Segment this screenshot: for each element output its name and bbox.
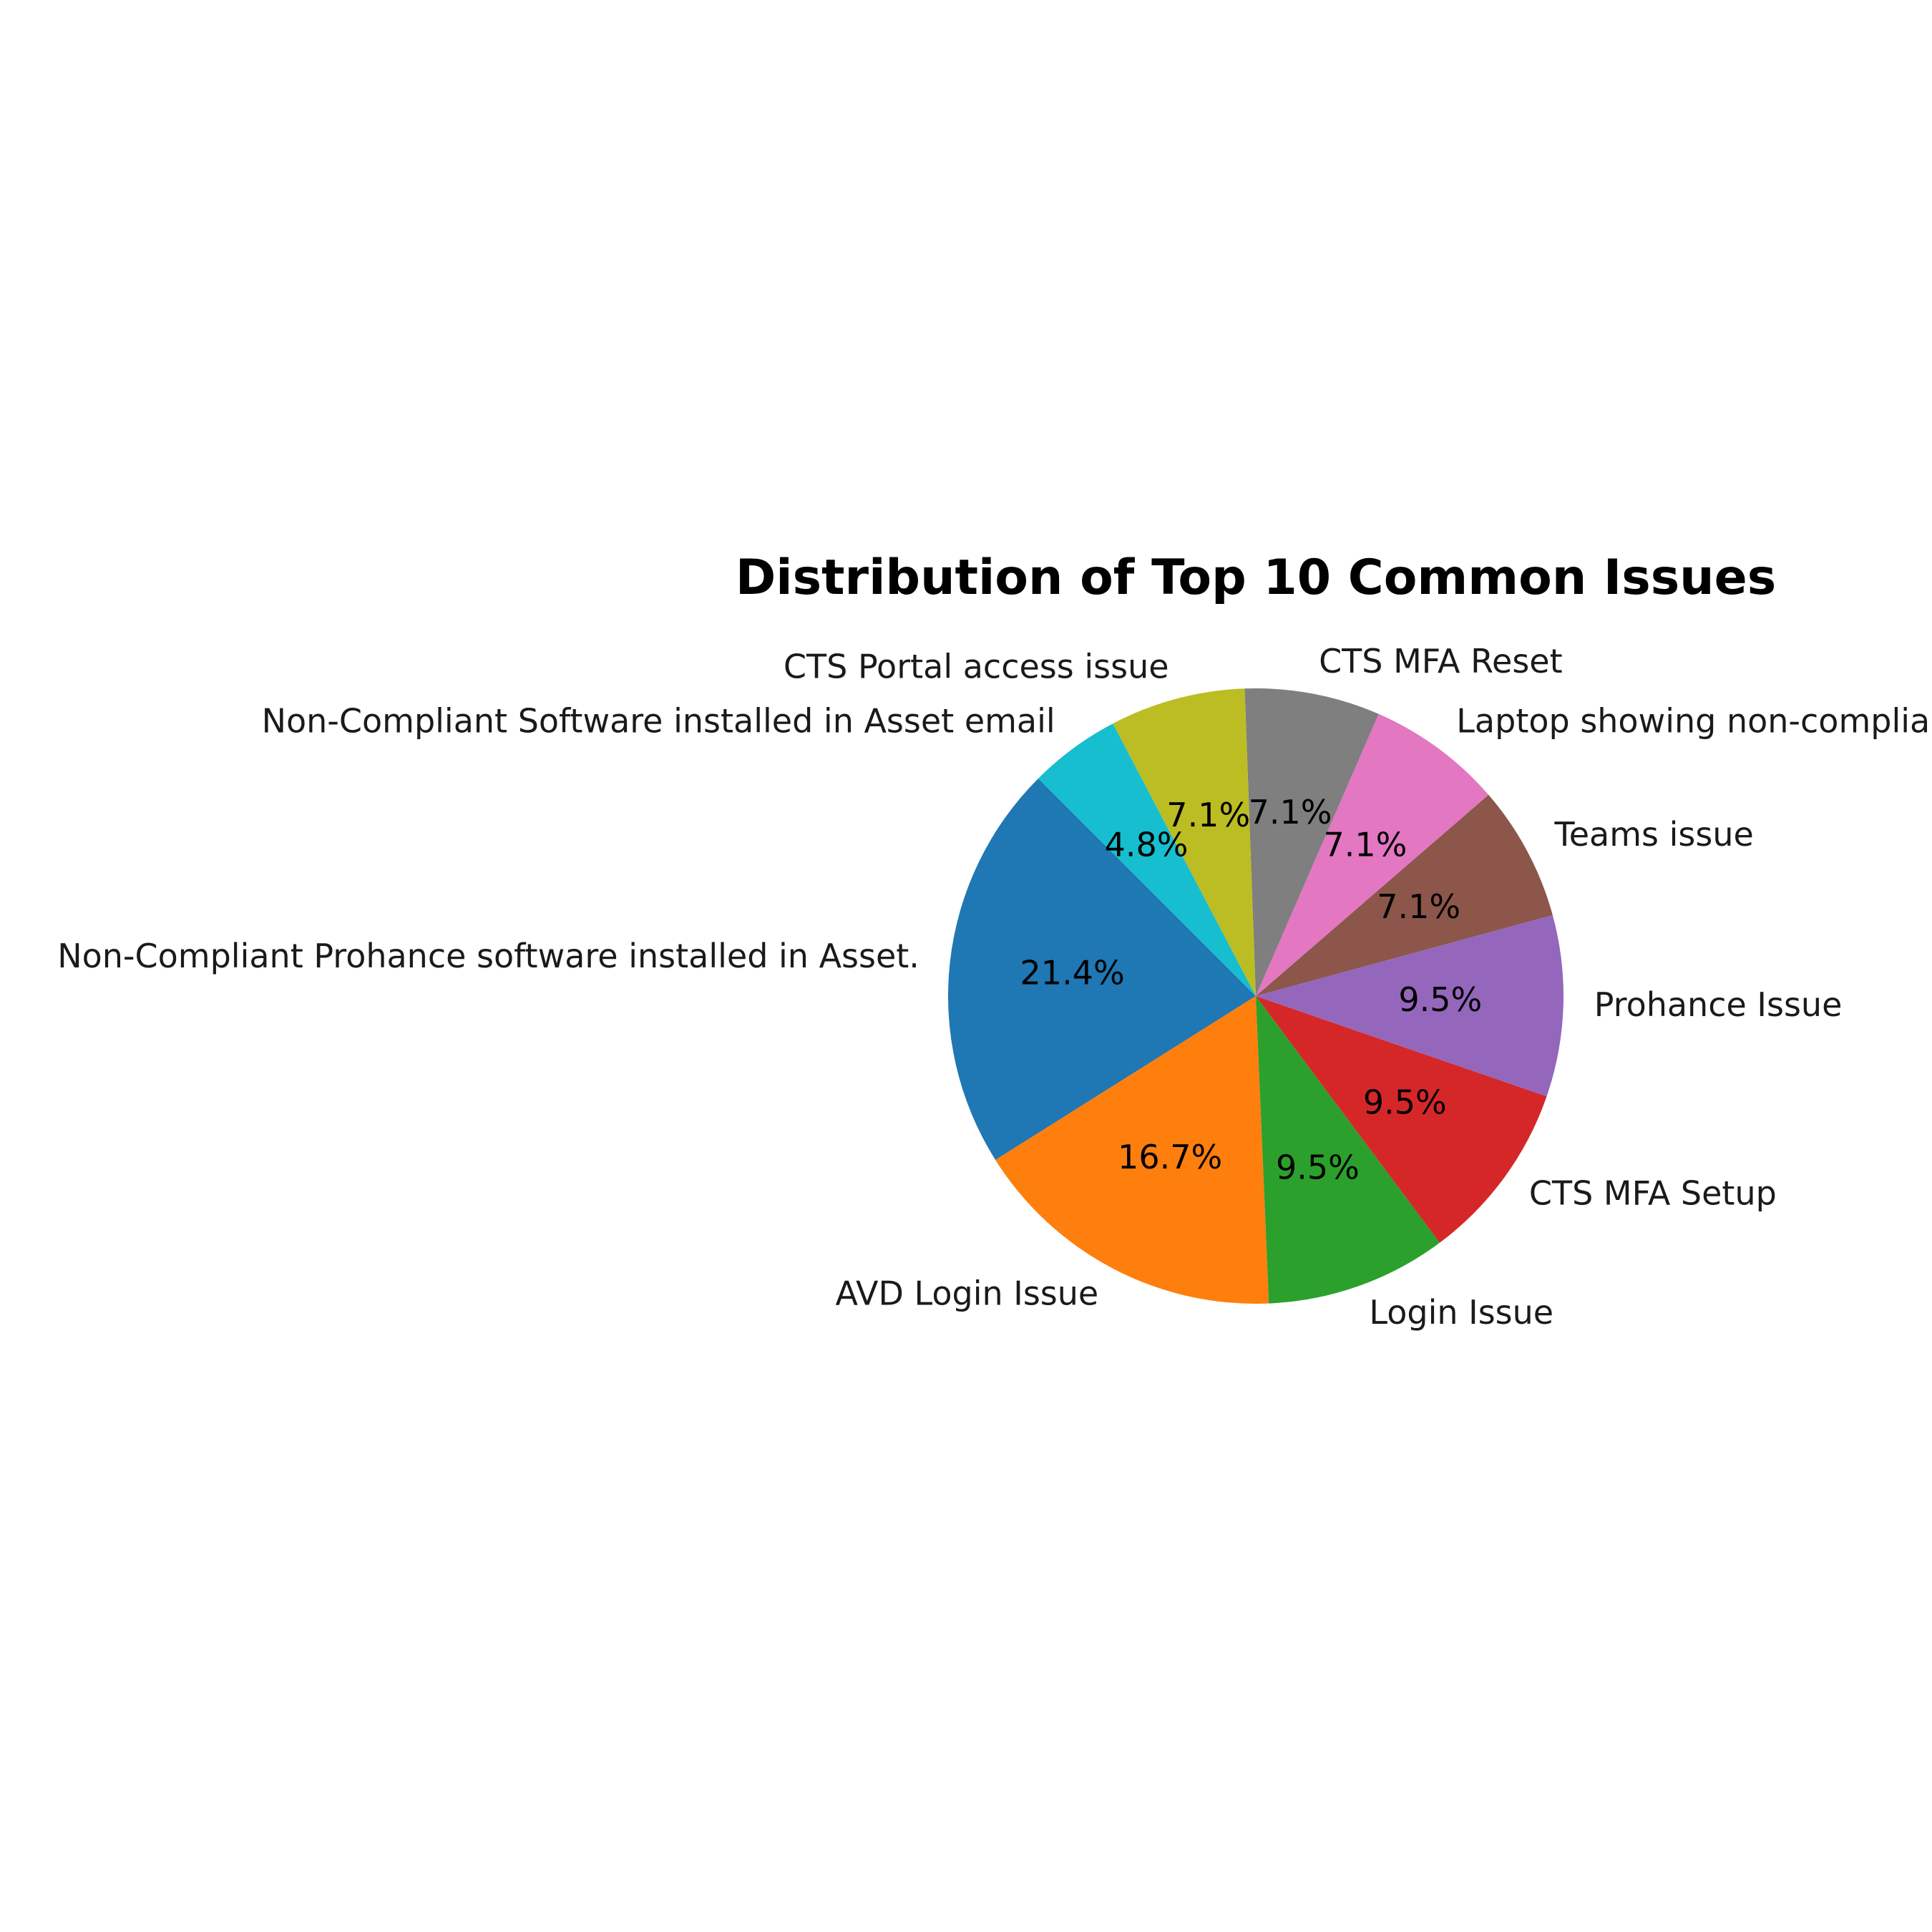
slice-percent-label: 9.5%: [1398, 980, 1482, 1019]
slice-label: Non-Compliant Prohance software installe…: [57, 937, 919, 975]
pie-slice: [948, 778, 1256, 1161]
slice-percent-label: 16.7%: [1118, 1138, 1222, 1176]
slice-label: CTS MFA Reset: [1319, 642, 1563, 680]
pie-slice: [1113, 688, 1256, 996]
slice-label: Laptop showing non-compliant: [1456, 702, 1932, 741]
pie-slice: [1256, 794, 1553, 996]
chart-title: Distribution of Top 10 Common Issues: [736, 550, 1776, 606]
slice-label: Teams issue: [1553, 815, 1753, 854]
pie-labels: Non-Compliant Prohance software installe…: [57, 642, 1932, 1332]
slice-percent-label: 7.1%: [1323, 826, 1407, 864]
pie-slice: [995, 996, 1269, 1304]
pie-slice: [1256, 996, 1547, 1243]
pie-percent-labels: 21.4%16.7% 9.5%9.5%9.5%7.1%7.1%7.1%7.1%4.…: [1020, 793, 1483, 1187]
pie-slice: [1256, 914, 1563, 1097]
slice-label: Login Issue: [1369, 1293, 1553, 1332]
slice-percent-label: 9.5%: [1276, 1148, 1360, 1187]
slice-label: Prohance Issue: [1594, 985, 1843, 1024]
slice-percent-label: 7.1%: [1377, 887, 1460, 926]
slice-label: CTS Portal access issue: [784, 647, 1169, 686]
pie-slice: [1256, 996, 1440, 1304]
pie-slice: [1244, 688, 1379, 996]
slice-label: Non-Compliant Software installed in Asse…: [262, 702, 1055, 741]
slice-percent-label: 4.8%: [1105, 826, 1189, 864]
slice-label: CTS MFA Setup: [1529, 1174, 1777, 1213]
slice-percent-label: 21.4%: [1020, 954, 1125, 992]
slice-percent-label: 7.1%: [1249, 793, 1332, 831]
pie-slices: [948, 688, 1563, 1304]
slice-percent-label: 9.5%: [1363, 1083, 1447, 1122]
pie-slice: [1038, 723, 1256, 996]
slice-percent-label: 7.1%: [1166, 796, 1250, 834]
slice-label: AVD Login Issue: [836, 1274, 1099, 1312]
pie-slice: [1256, 713, 1489, 996]
